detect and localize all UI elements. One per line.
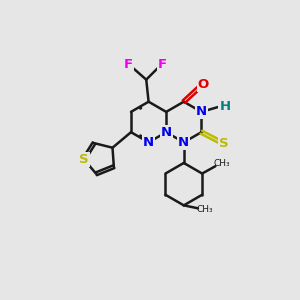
Text: CH₃: CH₃ xyxy=(196,205,213,214)
Text: N: N xyxy=(143,136,154,149)
Text: N: N xyxy=(178,136,189,149)
Text: S: S xyxy=(219,137,229,151)
Text: S: S xyxy=(79,153,89,166)
Text: F: F xyxy=(124,58,133,71)
Text: CH₃: CH₃ xyxy=(214,159,230,168)
Text: H: H xyxy=(219,100,230,113)
Text: N: N xyxy=(196,105,207,119)
Text: F: F xyxy=(158,58,167,71)
Text: O: O xyxy=(198,77,209,91)
Text: N: N xyxy=(160,126,172,139)
